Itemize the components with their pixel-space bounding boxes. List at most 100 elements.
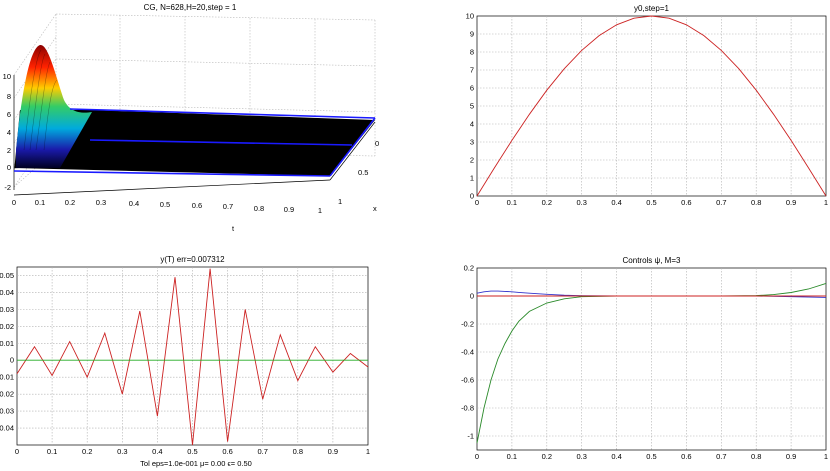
t-tick-label: 0.2 bbox=[65, 198, 75, 207]
x-tick-label: 0.4 bbox=[152, 447, 162, 456]
y-tick-label: -0.4 bbox=[461, 348, 474, 357]
x-tick-label: 1 bbox=[824, 198, 828, 207]
z-tick-label: 4 bbox=[7, 128, 11, 137]
x-tick-label: 0.5 bbox=[646, 198, 656, 207]
x-tick-label: 0 bbox=[15, 447, 19, 456]
t-axis-label: t bbox=[232, 224, 235, 233]
y-tick-label: -0.8 bbox=[461, 404, 474, 413]
x-tick-label: 1 bbox=[366, 447, 370, 456]
y-tick-label: -0.6 bbox=[461, 376, 474, 385]
y-tick-label: 0 bbox=[470, 292, 474, 301]
surface-title: CG, N=628,H=20,step = 1 bbox=[144, 3, 237, 12]
t-tick-label: 0.7 bbox=[223, 202, 233, 211]
surface-peak bbox=[16, 44, 92, 168]
y-tick-label: 1 bbox=[470, 174, 474, 183]
y-tick-label: 5 bbox=[470, 102, 474, 111]
t-tick-label: 0.4 bbox=[129, 199, 139, 208]
y-tick-label: -0.2 bbox=[461, 320, 474, 329]
z-tick-label: 0 bbox=[7, 163, 11, 172]
y-tick-label: 0 bbox=[470, 192, 474, 201]
t-tick-label: 0.9 bbox=[284, 205, 294, 214]
x-tick-label: 0.6 bbox=[681, 198, 691, 207]
series-line-0 bbox=[16, 268, 369, 446]
x-tick-labels: 0 0.5 1 bbox=[338, 139, 379, 206]
x-tick-label: 0.2 bbox=[542, 452, 552, 461]
x-tick-label: 0.6 bbox=[222, 447, 232, 456]
x-tick-label: 1 bbox=[824, 452, 828, 461]
y-tick-label: 0.05 bbox=[0, 271, 14, 280]
series-line-0 bbox=[476, 15, 827, 197]
x-tick-label: 0.7 bbox=[257, 447, 267, 456]
t-tick-labels: 0 0.1 0.2 0.3 0.4 0.5 0.6 0.7 0.8 0.9 1 bbox=[12, 198, 322, 215]
panel-final-state: y(T) err=0.007312 0 0.1 0.2 0.3 0.4 0.5 0.6 0.7 0… bbox=[0, 255, 370, 456]
t-tick-label: 0.1 bbox=[35, 198, 45, 207]
x-tick-label: 0.5 bbox=[187, 447, 197, 456]
y-tick-label: -0.03 bbox=[0, 407, 14, 416]
panel-initial-state: y0,step=10 0.1 0.2 0.3 0.4 0.5 0.6 0.7 0.8 0.9 101… bbox=[466, 4, 828, 207]
surface-sheet bbox=[14, 110, 375, 176]
t-tick-label: 0.6 bbox=[192, 201, 202, 210]
series-line-0 bbox=[476, 282, 827, 444]
y-tick-label: 0.01 bbox=[0, 339, 14, 348]
x-tick-label: 0.9 bbox=[786, 452, 796, 461]
z-tick-label: 10 bbox=[3, 72, 11, 81]
t-axis bbox=[13, 179, 331, 196]
y-tick-label: 0.2 bbox=[464, 264, 474, 273]
x-tick-label: 0.8 bbox=[751, 198, 761, 207]
x-tick-label: 0.9 bbox=[328, 447, 338, 456]
z-tick-label: 6 bbox=[7, 110, 11, 119]
z-tick-label: 2 bbox=[7, 146, 11, 155]
t-tick-label: 0.5 bbox=[160, 200, 170, 209]
y-tick-label: 4 bbox=[470, 120, 474, 129]
t-tick-label: 0.8 bbox=[254, 204, 264, 213]
y-tick-label: -1 bbox=[467, 432, 474, 441]
t-tick-label: 0 bbox=[12, 198, 16, 207]
x-axis-label: x bbox=[373, 204, 377, 213]
x-tick-label: 0 bbox=[375, 139, 379, 148]
x-tick-label: 0.1 bbox=[507, 198, 517, 207]
z-tick-label: -2 bbox=[4, 183, 11, 192]
t-tick-label: 0.3 bbox=[96, 198, 106, 207]
x-axis bbox=[329, 121, 376, 181]
x-tick-label: 0.1 bbox=[507, 452, 517, 461]
y-tick-label: -0.02 bbox=[0, 390, 14, 399]
x-tick-label: 0 bbox=[475, 452, 479, 461]
surface-edge-lines bbox=[13, 108, 376, 177]
footer-parameters: Tol eps=1.0e-001 μ= 0.00 ϵ= 0.50 bbox=[140, 459, 252, 468]
y-tick-label: 6 bbox=[470, 84, 474, 93]
z-tick-labels: -2 0 2 4 6 8 10 bbox=[3, 72, 11, 192]
y-tick-label: -0.04 bbox=[0, 424, 14, 433]
x-tick-label: 0.8 bbox=[293, 447, 303, 456]
x-tick-label: 0.5 bbox=[358, 168, 368, 177]
y-tick-label: 7 bbox=[470, 66, 474, 75]
x-tick-label: 1 bbox=[338, 197, 342, 206]
y-tick-label: -0.01 bbox=[0, 373, 14, 382]
y-tick-label: 9 bbox=[470, 30, 474, 39]
x-tick-label: 0.3 bbox=[576, 452, 586, 461]
x-tick-label: 0.3 bbox=[117, 447, 127, 456]
x-tick-label: 0.9 bbox=[786, 198, 796, 207]
panel-controls: Controls ψ, M=3 0 0.1 0.2 0.3 0.4 0.5 0.6 0.7 0.8… bbox=[461, 256, 828, 461]
x-tick-label: 0.7 bbox=[716, 198, 726, 207]
x-tick-label: 0.8 bbox=[751, 452, 761, 461]
y-tick-label: 3 bbox=[470, 138, 474, 147]
chart-title: y0,step=1 bbox=[634, 4, 669, 13]
x-tick-label: 0.7 bbox=[716, 452, 726, 461]
x-tick-label: 0.2 bbox=[82, 447, 92, 456]
x-tick-label: 0.2 bbox=[542, 198, 552, 207]
x-tick-label: 0.3 bbox=[576, 198, 586, 207]
y-tick-label: 0.02 bbox=[0, 322, 14, 331]
x-tick-label: 0.4 bbox=[611, 452, 621, 461]
y-tick-label: 10 bbox=[466, 12, 474, 21]
chart-title: y(T) err=0.007312 bbox=[160, 255, 225, 264]
x-tick-label: 0.1 bbox=[47, 447, 57, 456]
y-tick-label: 0 bbox=[10, 356, 14, 365]
t-tick-label: 1 bbox=[318, 206, 322, 215]
surface-panel: CG, N=628,H=20,step = 1 -2 0 2 bbox=[3, 3, 380, 233]
x-tick-label: 0.6 bbox=[681, 452, 691, 461]
z-tick-label: 8 bbox=[7, 92, 11, 101]
y-tick-label: 8 bbox=[470, 48, 474, 57]
y-tick-label: 0.03 bbox=[0, 305, 14, 314]
y-tick-label: 2 bbox=[470, 156, 474, 165]
